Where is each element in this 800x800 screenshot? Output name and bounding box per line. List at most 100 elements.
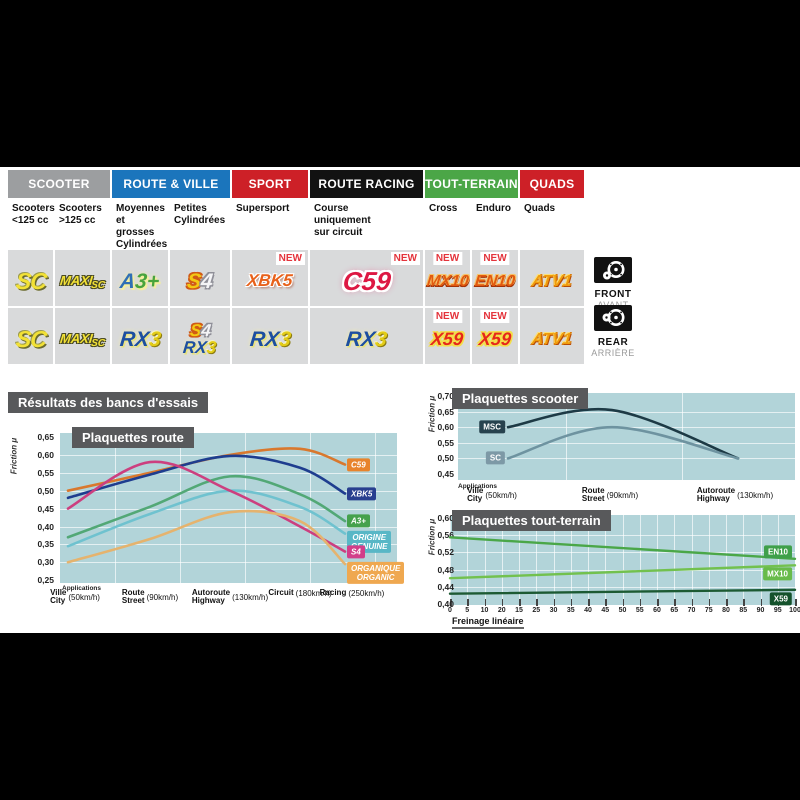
series-line-origine-genuine xyxy=(66,489,347,548)
x-category-name: Route Street xyxy=(581,486,605,504)
badge-part: RX xyxy=(118,327,151,351)
category-header-quads: QUADS xyxy=(520,170,584,198)
series-label-line: ORGANIQUE xyxy=(351,563,401,573)
series-line-sc xyxy=(506,425,740,460)
badge-sc: SC xyxy=(14,325,47,352)
front-block: FRONT AVANT xyxy=(590,257,636,310)
badge-rx3s: RX3 xyxy=(183,338,218,357)
h-gridline xyxy=(60,562,397,563)
subcategory-line: Scooters xyxy=(59,203,102,214)
badge-part: MAXI xyxy=(59,272,94,288)
badge-a3: A3+ xyxy=(119,270,161,293)
subcategory-line: Cross xyxy=(429,203,458,214)
x-tick: 100 xyxy=(789,607,800,614)
x-tick: 75 xyxy=(704,607,713,614)
x-tick: 80 xyxy=(722,607,730,614)
new-badge: NEW xyxy=(432,252,463,265)
v-gridline xyxy=(115,433,116,583)
x-category-speed: (90km/h) xyxy=(146,592,179,602)
series-label-sc: SC xyxy=(485,451,505,465)
series-label-line: MSC xyxy=(483,422,501,432)
series-label-xbk5: XBK5 xyxy=(347,487,377,501)
subcategory-line: >125 cc xyxy=(59,215,96,226)
y-tick: 0,40 xyxy=(437,599,454,609)
badge-part: ATV1 xyxy=(531,272,573,290)
y-tick: 0,44 xyxy=(437,582,454,592)
badge-en10: EN10 xyxy=(474,272,516,290)
y-tick: 0,48 xyxy=(437,565,454,575)
v-gridline xyxy=(536,515,538,605)
h-gridline xyxy=(60,544,397,545)
x-category-line: Route xyxy=(121,588,145,597)
series-label-line: GENUINE xyxy=(351,542,388,551)
pad-cell-rear: SC xyxy=(8,308,53,364)
subcategory-line: Supersport xyxy=(236,203,290,214)
series-label-x59: X59 xyxy=(769,592,792,606)
series-label-a3-: A3+ xyxy=(347,514,370,528)
subcategory-line: sur circuit xyxy=(314,227,363,238)
v-gridline xyxy=(553,515,555,605)
x-category-label: Route Street (90km/h) xyxy=(121,588,179,606)
y-tick: 0,50 xyxy=(37,486,54,496)
badge-part: SC xyxy=(14,325,47,352)
pad-cell-front: NEW XBK5 xyxy=(232,250,308,306)
x-tick: 35 xyxy=(566,607,575,614)
subcategory-line: Enduro xyxy=(476,203,511,214)
chart-title-scooter: Plaquettes scooter xyxy=(452,388,589,409)
rear-label: REAR xyxy=(597,337,629,348)
x-category-label: Route Street (90km/h) xyxy=(581,486,638,504)
y-tick: 0,35 xyxy=(37,539,54,549)
chart-title-route: Plaquettes route xyxy=(72,427,194,448)
badge-x59: X59 xyxy=(478,329,512,349)
v-gridline xyxy=(467,515,469,605)
x-category-line: Street xyxy=(581,494,605,504)
front-brake-disc-icon xyxy=(594,257,632,283)
y-tick: 0,65 xyxy=(37,432,54,442)
badge-part: 3 xyxy=(147,327,162,351)
v-gridline xyxy=(674,515,676,605)
y-tick: 0,40 xyxy=(37,522,54,532)
x-tick-mark xyxy=(795,599,797,606)
x-tick-mark xyxy=(519,599,521,606)
badge-part: X59 xyxy=(430,328,465,349)
subcategory-header: Quads xyxy=(520,200,584,248)
y-tick: 0,70 xyxy=(437,391,454,401)
y-tick: 0,30 xyxy=(37,557,54,567)
rear-sublabel: ARRIÈRE xyxy=(591,348,635,358)
series-label-line: EN10 xyxy=(767,547,788,557)
subcategory-header: Enduro xyxy=(472,200,518,248)
badge-part: ATV1 xyxy=(531,330,573,348)
x-tick: 0 xyxy=(448,607,452,614)
badge-part: EN10 xyxy=(474,272,516,290)
pad-cell-front: NEW MX10 xyxy=(425,250,470,306)
y-tick: 0,52 xyxy=(437,547,454,557)
series-label-s4: S4 xyxy=(347,545,365,559)
series-label-line: S4 xyxy=(351,547,361,557)
badge-part: 3 xyxy=(374,327,389,351)
pad-cell-rear: NEW X59 xyxy=(472,308,518,364)
pad-cell-front: NEW C59 xyxy=(310,250,423,306)
category-header-tout-terrain: TOUT-TERRAIN xyxy=(425,170,518,198)
v-gridline xyxy=(245,433,246,583)
subcategory-line: Moyennes xyxy=(116,203,165,214)
badge-s4s: S4 xyxy=(189,321,212,340)
category-header-sport: SPORT xyxy=(232,170,308,198)
x-tick: 90 xyxy=(756,607,765,614)
v-gridline xyxy=(588,515,589,605)
subcategory-line: Quads xyxy=(524,203,556,214)
y-tick: 0,60 xyxy=(437,422,454,432)
badge-part: 3 xyxy=(277,327,292,351)
x-category-speed: (130km/h) xyxy=(737,490,774,500)
y-axis-label: Friction μ xyxy=(427,518,437,556)
subcategory-line: Cylindrées xyxy=(116,239,168,250)
h-gridline xyxy=(458,458,795,459)
x-category-line: Autoroute xyxy=(696,486,736,495)
h-gridline xyxy=(60,527,397,528)
curves-terrain xyxy=(448,536,797,595)
badge-mx10: MX10 xyxy=(426,273,470,290)
new-badge: NEW xyxy=(275,252,305,265)
x-category-label: Circuit (180km/h) xyxy=(268,588,331,598)
badge-sc: SC xyxy=(14,268,47,294)
v-gridline xyxy=(726,515,727,605)
new-badge: NEW xyxy=(432,310,463,323)
